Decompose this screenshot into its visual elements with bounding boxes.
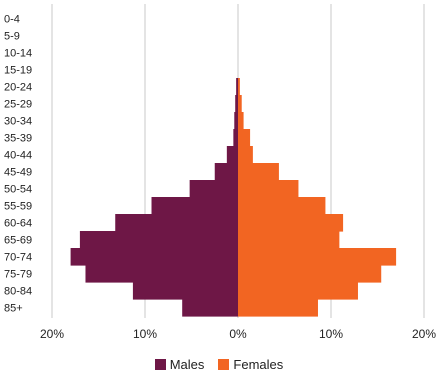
- bar-males-20-24: [236, 78, 238, 96]
- bar-males-80-84: [132, 282, 238, 300]
- bar-females-25-29: [238, 95, 242, 113]
- bar-females-30-34: [238, 112, 244, 130]
- bar-males-25-29: [235, 95, 238, 113]
- bar-males-35-39: [233, 129, 238, 147]
- age-label-85+: 85+: [4, 303, 23, 315]
- age-group-labels: 0-4 5-9 10-14 15-19 20-24 25-29 30-34 35-39 40-4…: [4, 14, 32, 315]
- bar-females-50-54: [238, 180, 299, 198]
- age-label-0-4: 0-4: [4, 14, 20, 26]
- bar-males-85+: [182, 299, 238, 317]
- bars: [70, 78, 397, 317]
- bar-males-40-44: [226, 146, 238, 164]
- age-label-30-34: 30-34: [4, 116, 32, 128]
- age-label-40-44: 40-44: [4, 150, 32, 162]
- age-label-10-14: 10-14: [4, 48, 32, 60]
- bar-males-55-59: [151, 197, 238, 215]
- age-label-75-79: 75-79: [4, 269, 32, 281]
- age-label-60-64: 60-64: [4, 218, 32, 230]
- legend-label-males: Males: [169, 356, 205, 372]
- x-tick-label-1: 10%: [133, 327, 157, 341]
- age-label-65-69: 65-69: [4, 235, 32, 247]
- age-label-20-24: 20-24: [4, 82, 32, 94]
- age-label-35-39: 35-39: [4, 133, 32, 145]
- bar-males-50-54: [189, 180, 238, 198]
- bar-females-45-49: [238, 163, 279, 181]
- bar-females-35-39: [238, 129, 251, 147]
- age-label-50-54: 50-54: [4, 184, 32, 196]
- age-label-80-84: 80-84: [4, 286, 32, 298]
- bar-females-60-64: [238, 214, 344, 232]
- bar-females-80-84: [238, 282, 358, 300]
- x-axis-tick-labels: 20% 10% 0% 10% 20%: [40, 327, 436, 341]
- age-label-70-74: 70-74: [4, 252, 32, 264]
- bar-males-45-49: [214, 163, 238, 181]
- bar-males-60-64: [115, 214, 238, 232]
- bar-females-85+: [238, 299, 318, 317]
- bar-males-30-34: [234, 112, 238, 130]
- legend-item-males: Males: [154, 356, 205, 372]
- bar-females-40-44: [238, 146, 253, 164]
- legend-swatch-males: [154, 358, 166, 370]
- x-tick-label-0: 20%: [40, 327, 64, 341]
- bar-females-75-79: [238, 265, 382, 283]
- x-tick-label-4: 20%: [412, 327, 436, 341]
- x-tick-label-2: 0%: [229, 327, 247, 341]
- x-tick-label-3: 10%: [319, 327, 343, 341]
- legend: Males Females: [0, 353, 438, 375]
- bar-males-65-69: [79, 231, 239, 249]
- legend-item-females: Females: [218, 357, 283, 372]
- bar-females-55-59: [238, 197, 326, 215]
- legend-label-females: Females: [233, 356, 284, 372]
- population-pyramid-chart: 0-4 5-9 10-14 15-19 20-24 25-29 30-34 35-39 40-4…: [4, 4, 436, 341]
- bar-females-20-24: [238, 78, 240, 96]
- bar-males-70-74: [70, 248, 238, 266]
- bar-females-70-74: [238, 248, 397, 266]
- age-label-5-9: 5-9: [4, 31, 20, 43]
- age-label-55-59: 55-59: [4, 201, 32, 213]
- age-label-15-19: 15-19: [4, 65, 32, 77]
- bar-females-65-69: [238, 231, 340, 249]
- age-label-25-29: 25-29: [4, 99, 32, 111]
- legend-swatch-females: [218, 358, 230, 370]
- age-label-45-49: 45-49: [4, 167, 32, 179]
- bar-males-75-79: [85, 265, 238, 283]
